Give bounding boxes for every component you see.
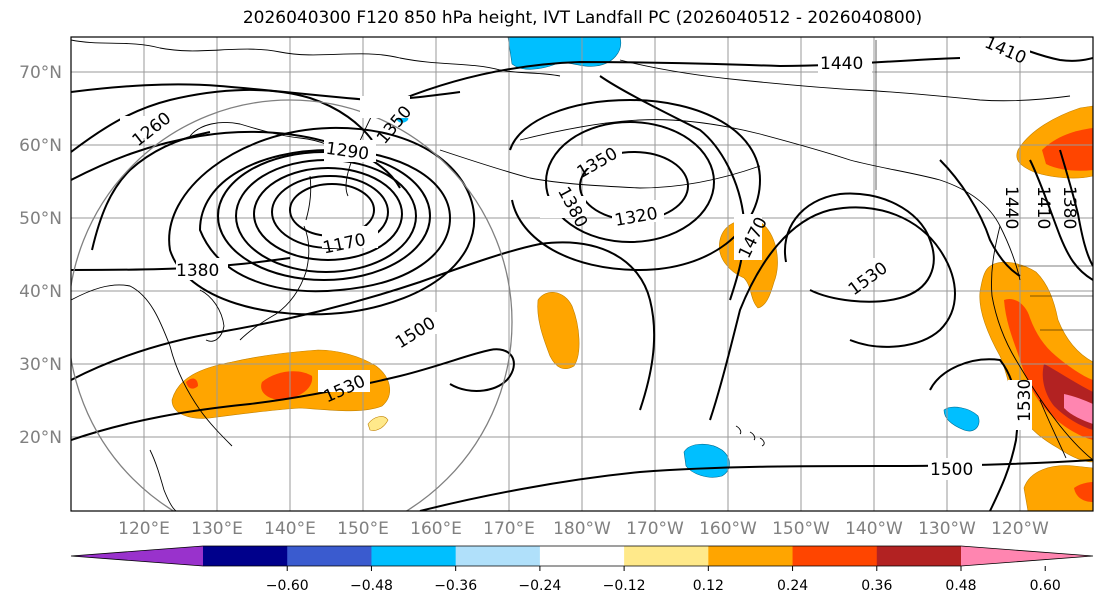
contour-1410-east bbox=[1029, 159, 1093, 281]
colorbar-tick-label: −0.60 bbox=[266, 578, 309, 594]
contour-label: 1380 bbox=[176, 261, 219, 281]
colorbar-swatch bbox=[708, 546, 794, 566]
ivt-shading bbox=[171, 37, 1093, 511]
lat-label: 50°N bbox=[19, 209, 62, 229]
figure-title: 2026040300 F120 850 hPa height, IVT Land… bbox=[242, 8, 923, 28]
colorbar-tick-label: 0.24 bbox=[777, 578, 808, 594]
border-us-canada bbox=[875, 40, 1093, 331]
colorbar-tick-label: 0.60 bbox=[1030, 578, 1061, 594]
contour-1530-east bbox=[784, 192, 935, 303]
coastline-korea bbox=[199, 289, 225, 342]
coastline-alaska bbox=[519, 119, 1021, 281]
contour-label-group: 1260 1290 1350 1350 1380 1320 1440 1410 … bbox=[120, 37, 1079, 480]
contour-1380-east bbox=[1059, 149, 1093, 267]
colorbar: −0.60 −0.48 −0.36 −0.24 −0.12 0.12 0.24 0.36 0.4… bbox=[70, 545, 1094, 594]
contour-label: 1380 bbox=[1059, 186, 1079, 229]
landfall-radius-circle bbox=[71, 99, 513, 511]
ivt-region-negative-east bbox=[943, 406, 980, 432]
colorbar-outline bbox=[70, 545, 1094, 567]
coastline-east-asia bbox=[71, 284, 233, 447]
ivt-region-mexico-red bbox=[1074, 482, 1093, 502]
colorbar-tick-label: 0.48 bbox=[945, 578, 976, 594]
colorbar-swatch bbox=[371, 546, 457, 566]
coastline-baja bbox=[1039, 399, 1067, 459]
lon-label: 150°W bbox=[772, 519, 830, 539]
contour-1260 bbox=[71, 89, 373, 153]
lon-label: 180°W bbox=[553, 519, 611, 539]
contour-1380-low bbox=[509, 98, 762, 272]
contour-1530 bbox=[71, 348, 515, 441]
contour-label: 1440 bbox=[1001, 186, 1021, 229]
contour-label: 1440 bbox=[820, 54, 863, 74]
longitude-labels: 120°E 130°E 140°E 150°E 160°E 170°E 180°… bbox=[118, 519, 1049, 539]
lon-label: 120°W bbox=[991, 519, 1049, 539]
colorbar-swatch bbox=[287, 546, 372, 566]
contour-low-ring-3 bbox=[253, 167, 403, 261]
lon-label: 150°E bbox=[337, 519, 389, 539]
colorbar-tick-label: −0.12 bbox=[603, 578, 646, 594]
lon-label: 170°W bbox=[626, 519, 684, 539]
colorbar-swatch bbox=[455, 546, 541, 566]
contour-label: 1500 bbox=[930, 460, 973, 480]
coastline-sakhalin bbox=[305, 175, 312, 221]
contour-1350-low bbox=[545, 121, 715, 243]
ivt-region-us-west-coast-pink bbox=[1064, 394, 1093, 424]
colorbar-tick-label: 0.36 bbox=[861, 578, 892, 594]
colorbar-swatch bbox=[792, 546, 878, 566]
colorbar-swatch bbox=[539, 546, 625, 566]
ivt-region-small-yellow bbox=[367, 416, 389, 431]
contour-1500-bottom bbox=[419, 459, 1093, 511]
colorbar-extension-low bbox=[71, 546, 203, 566]
graticule bbox=[71, 37, 1093, 511]
ivt-region-central-pacific bbox=[537, 292, 580, 369]
contour-low-ring-6 bbox=[198, 148, 452, 293]
map-content: 1260 1290 1350 1350 1380 1320 1440 1410 … bbox=[71, 37, 1093, 511]
lon-label: 160°W bbox=[699, 519, 757, 539]
colorbar-tick-label: −0.48 bbox=[350, 578, 393, 594]
colorbar-tick-label: −0.36 bbox=[434, 578, 477, 594]
lat-label: 60°N bbox=[19, 136, 62, 156]
colorbar-swatch bbox=[624, 546, 709, 566]
lat-label: 70°N bbox=[19, 63, 62, 83]
contour-label: 1530 bbox=[1015, 379, 1035, 422]
contour-1440-east bbox=[939, 159, 1021, 277]
lon-label: 120°E bbox=[118, 519, 170, 539]
contour-1500-east bbox=[709, 206, 956, 421]
colorbar-extension-high bbox=[961, 546, 1093, 566]
colorbar-swatch bbox=[203, 546, 288, 566]
coastline-philippines bbox=[149, 449, 177, 511]
lat-label: 40°N bbox=[19, 282, 62, 302]
map-frame bbox=[70, 36, 1094, 512]
ivt-region-west-pacific-core2 bbox=[186, 378, 198, 389]
coastline-alaska-north bbox=[619, 59, 1071, 102]
lon-label: 160°E bbox=[410, 519, 462, 539]
colorbar-swatch bbox=[876, 546, 962, 566]
lon-label: 130°W bbox=[918, 519, 976, 539]
contour-low-ring-7 bbox=[168, 126, 476, 316]
ivt-region-west-pacific-core bbox=[261, 371, 313, 400]
ivt-region-bc-coast-core bbox=[1042, 128, 1093, 171]
lon-label: 140°E bbox=[264, 519, 316, 539]
contour-label: 1410 bbox=[1033, 186, 1053, 229]
colorbar-tick-label: 0.12 bbox=[693, 578, 724, 594]
contour-1500 bbox=[71, 241, 656, 411]
lat-label: 20°N bbox=[19, 428, 62, 448]
lon-label: 170°E bbox=[483, 519, 535, 539]
lon-label: 130°E bbox=[191, 519, 243, 539]
coastline-hawaii bbox=[735, 425, 765, 447]
lat-label: 30°N bbox=[19, 355, 62, 375]
ivt-region-mexico bbox=[1023, 465, 1093, 511]
coastline-na-west bbox=[991, 225, 1093, 461]
lon-label: 140°W bbox=[845, 519, 903, 539]
colorbar-tick-label: −0.24 bbox=[518, 578, 561, 594]
contour-1320-west bbox=[91, 131, 211, 251]
coastline-aleutians bbox=[439, 149, 761, 189]
latitude-labels: 70°N 60°N 50°N 40°N 30°N 20°N bbox=[19, 63, 62, 448]
